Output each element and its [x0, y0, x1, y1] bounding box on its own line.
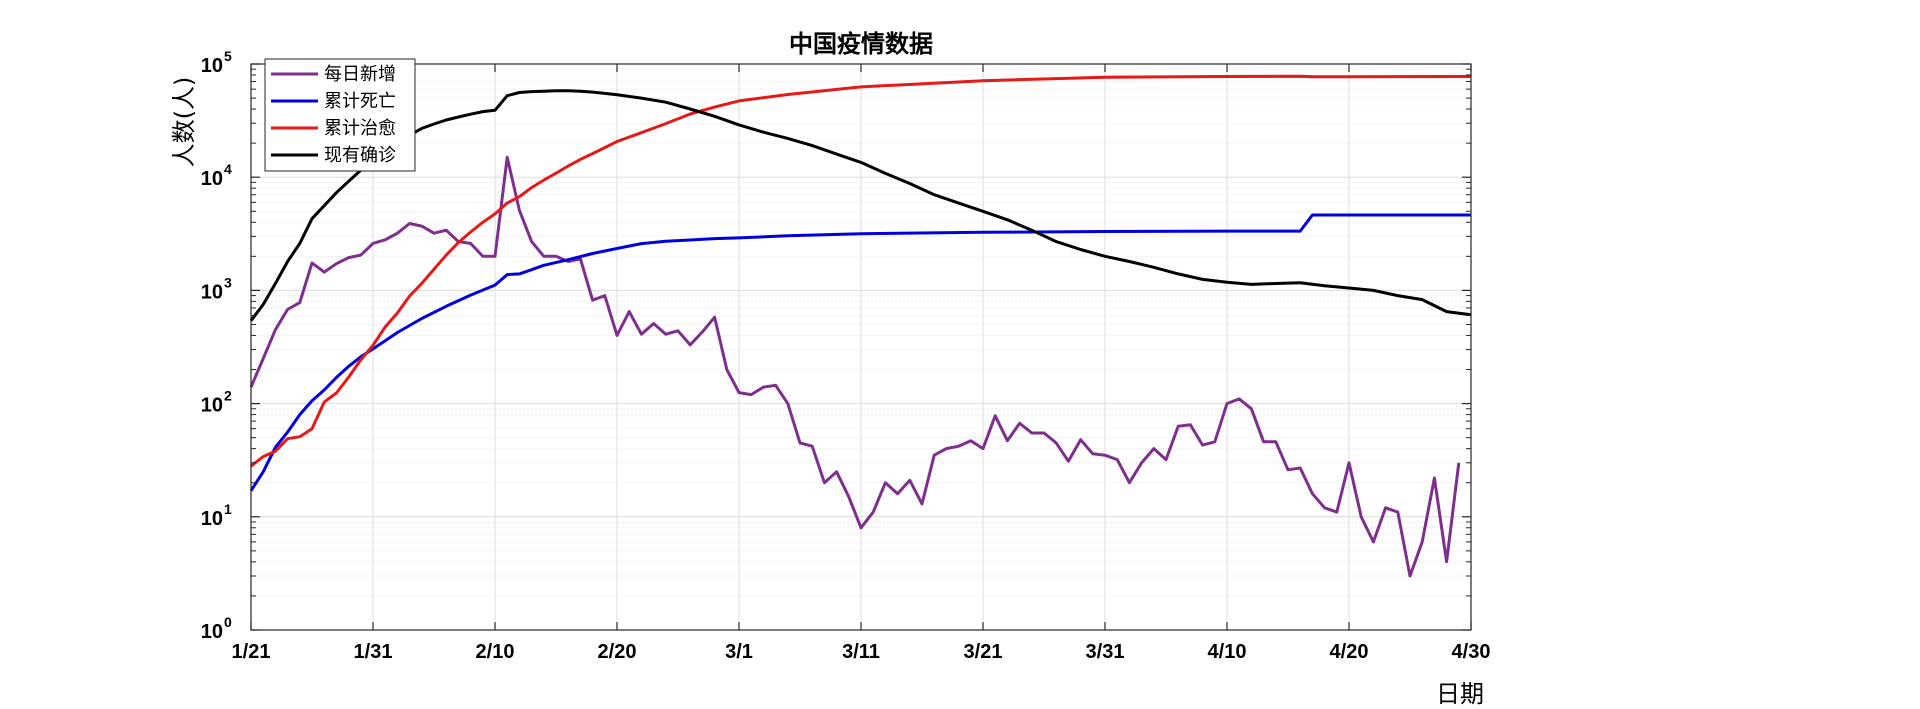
series-line-0: [249, 155, 1461, 578]
y-tick-exponent: 4: [224, 161, 232, 177]
x-tick-label: 2/10: [476, 641, 515, 663]
series-layer: [249, 74, 1472, 578]
legend-label-2: 累计治愈: [324, 118, 396, 139]
y-tick-exponent: 5: [224, 48, 232, 64]
y-tick-exponent: 1: [224, 501, 232, 517]
x-tick-label: 4/20: [1330, 641, 1369, 663]
x-tick-label: 3/11: [842, 641, 880, 663]
y-tick-label: 10: [201, 168, 223, 190]
y-tick-label: 10: [201, 55, 223, 77]
x-tick-label: 2/20: [598, 641, 637, 663]
y-tick-exponent: 0: [224, 614, 232, 630]
x-tick-label: 3/1: [725, 641, 753, 663]
chart-title: 中国疫情数据: [789, 30, 933, 58]
legend-label-1: 累计死亡: [324, 91, 396, 112]
x-axis-label: 日期: [1436, 680, 1484, 708]
grid: [250, 63, 1472, 631]
x-tick-label: 3/31: [1086, 641, 1125, 663]
series-line-1: [249, 213, 1471, 492]
y-tick-exponent: 2: [224, 388, 232, 404]
y-tick-label: 10: [201, 621, 223, 643]
y-tick-label: 10: [201, 508, 223, 530]
series-line-2: [250, 74, 1472, 468]
x-tick-label: 4/30: [1452, 641, 1491, 663]
y-tick-label: 10: [201, 281, 223, 303]
legend-box: [264, 58, 416, 172]
y-axis-label: 人数(人): [170, 77, 198, 168]
y-tick-exponent: 3: [224, 274, 232, 290]
x-tick-label: 1/21: [232, 641, 271, 663]
x-tick-label: 4/10: [1208, 641, 1247, 663]
legend-label-0: 每日新增: [324, 64, 396, 85]
ticks: 1/21 1/31 2/10 2/20 3/1 3/11 3/21 3/31 4/10 4/20 4…: [201, 48, 1491, 663]
y-tick-label: 10: [201, 395, 223, 417]
x-tick-label: 3/21: [964, 641, 1003, 663]
legend-label-3: 现有确诊: [324, 145, 396, 166]
x-tick-label: 1/31: [354, 641, 393, 663]
